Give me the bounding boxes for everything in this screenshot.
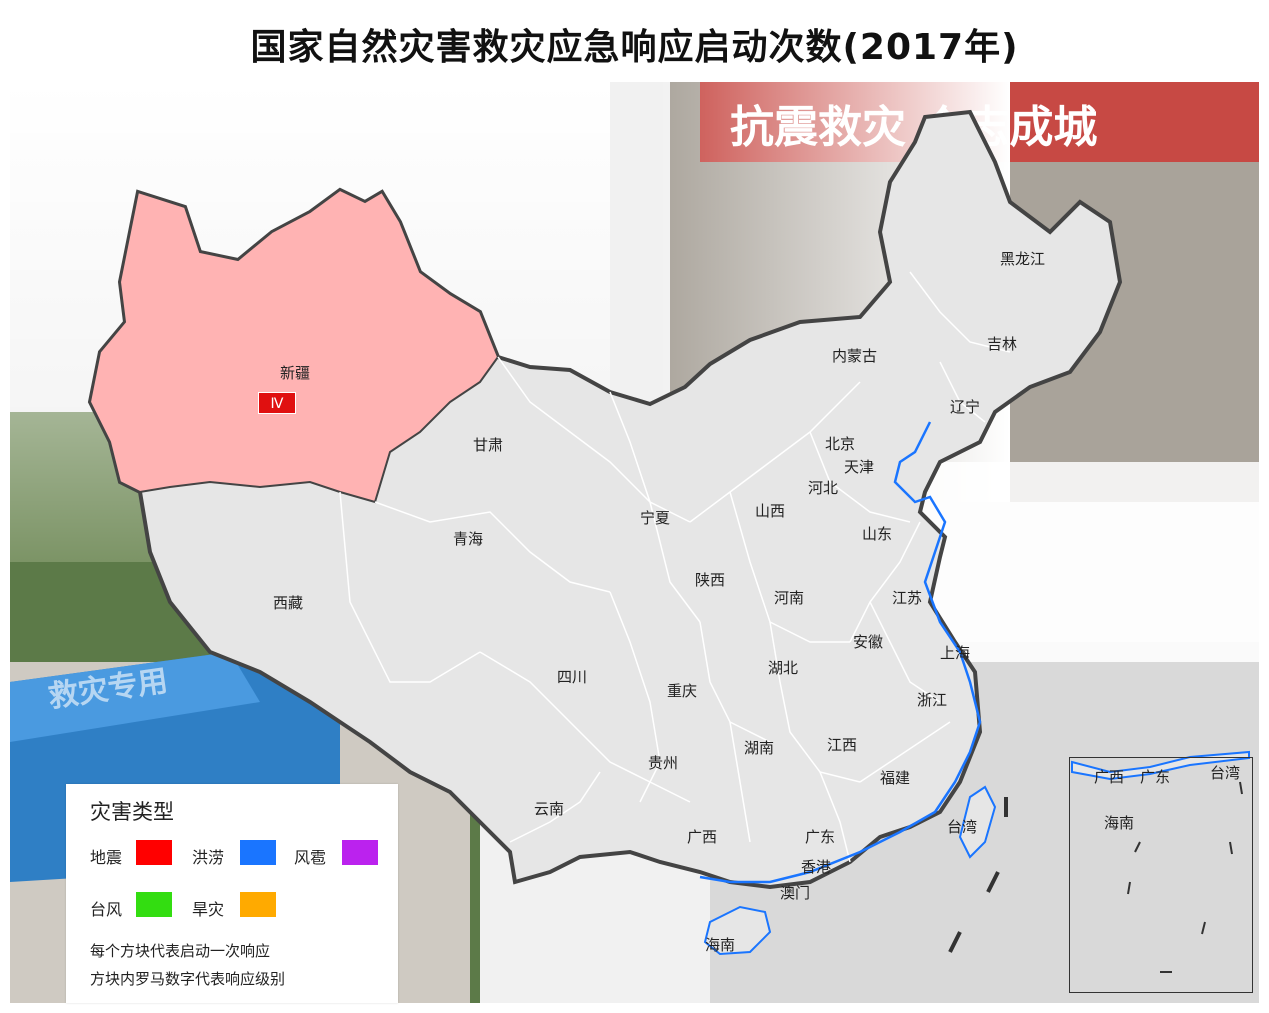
label-neimenggu: 内蒙古: [832, 347, 878, 365]
legend-swatch-typhoon: [136, 892, 172, 917]
label-yunnan: 云南: [534, 800, 565, 818]
xinjiang-region: [88, 188, 500, 504]
label-fujian: 福建: [880, 769, 911, 787]
label-shaanxi: 陕西: [695, 571, 726, 589]
coastline: [699, 421, 982, 884]
taiwan-island: [958, 785, 997, 859]
label-shanxi: 山西: [755, 502, 786, 520]
legend-swatch-drought: [240, 892, 276, 917]
legend-label-typhoon: 台风: [90, 900, 123, 919]
label-jiangxi: 江西: [827, 736, 858, 754]
legend-label-hail: 风雹: [294, 848, 327, 867]
label-hunan: 湖南: [744, 739, 775, 757]
label-guangdong: 广东: [805, 828, 836, 846]
legend-label-earthquake: 地震: [90, 848, 123, 867]
legend-title: 灾害类型: [90, 800, 174, 824]
label-tianjin: 天津: [844, 458, 875, 476]
label-liaoning: 辽宁: [950, 398, 981, 416]
legend-label-drought: 旱灾: [192, 900, 225, 919]
label-zhejiang: 浙江: [917, 691, 948, 709]
label-jiangsu: 江苏: [892, 589, 923, 607]
legend-swatch-flood: [240, 840, 276, 865]
label-gansu: 甘肃: [473, 436, 504, 454]
label-xizang: 西藏: [273, 594, 304, 612]
label-beijing: 北京: [825, 435, 856, 453]
hainan-island: [703, 905, 772, 956]
label-aomen: 澳门: [780, 884, 811, 902]
label-hubei: 湖北: [768, 659, 799, 677]
inset-label-guangxi: 广西: [1094, 768, 1125, 786]
label-hainan: 海南: [705, 936, 736, 954]
label-xinjiang: 新疆: [280, 364, 311, 382]
map-title: 国家自然灾害救灾应急响应启动次数(2017年): [250, 27, 1019, 68]
label-chongqing: 重庆: [667, 682, 698, 700]
nine-dash-line: [948, 797, 1008, 953]
label-guizhou: 贵州: [648, 754, 679, 772]
inset-label-taiwan: 台湾: [1210, 764, 1241, 782]
map-area: 抗震救灾 众志成城 救灾专用: [10, 82, 1259, 1003]
legend-note-1: 每个方块代表启动一次响应: [90, 942, 271, 960]
legend: 灾害类型 地震 洪涝 风雹 台风 旱灾 每个方块代表启动一次响应 方块内罗马数字…: [66, 784, 398, 1003]
legend-swatch-earthquake: [136, 840, 172, 865]
inset-label-hainan: 海南: [1104, 814, 1135, 832]
label-anhui: 安徽: [853, 633, 884, 651]
label-shandong: 山东: [862, 525, 893, 543]
response-badge-xinjiang: Ⅳ: [258, 392, 296, 414]
label-qinghai: 青海: [453, 530, 484, 548]
label-taiwan: 台湾: [947, 818, 978, 836]
province-boundaries: [339, 271, 1011, 863]
south-sea-inset: 广西 广东 台湾 海南: [1069, 757, 1253, 993]
legend-swatch-hail: [342, 840, 378, 865]
legend-note-2: 方块内罗马数字代表响应级别: [90, 970, 286, 988]
label-heilongjiang: 黑龙江: [1000, 250, 1046, 268]
label-shanghai: 上海: [940, 644, 971, 662]
inset-map-shape: [1071, 750, 1250, 973]
label-ningxia: 宁夏: [640, 509, 671, 527]
label-henan: 河南: [774, 589, 805, 607]
label-jilin: 吉林: [987, 335, 1018, 353]
label-guangxi: 广西: [687, 828, 718, 846]
legend-label-flood: 洪涝: [192, 848, 225, 867]
label-sichuan: 四川: [557, 668, 588, 686]
inset-label-guangdong: 广东: [1140, 768, 1171, 786]
label-xianggang: 香港: [801, 858, 832, 876]
label-hebei: 河北: [808, 479, 839, 497]
